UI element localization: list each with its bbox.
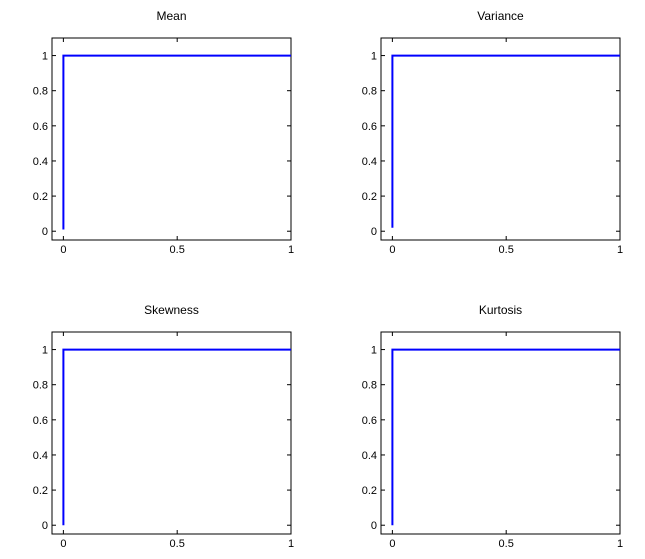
subplot-title: Variance (477, 9, 524, 23)
y-tick-label: 0.4 (362, 156, 377, 168)
x-tick-label: 0.5 (170, 244, 185, 256)
y-tick-label: 0.2 (362, 485, 377, 497)
subplot-2: Variance 0 0.5 1 0 0.2 0.4 0.6 0.8 1 (362, 9, 623, 256)
y-tick-label: 0 (371, 520, 377, 532)
x-tick-label: 0 (389, 538, 395, 550)
x-tick-label: 0.5 (499, 538, 514, 550)
axes-frame (380, 331, 621, 535)
y-tick-label: 0.8 (362, 86, 377, 98)
y-tick-label: 0.4 (33, 450, 48, 462)
axes-frame (51, 37, 292, 241)
y-tick-label: 0.6 (362, 415, 377, 427)
subplot-4: Kurtosis 0 0.5 1 0 0.2 0.4 0.6 0.8 1 (362, 303, 623, 550)
y-tick-label: 0 (371, 226, 377, 238)
y-tick-label: 0.6 (33, 415, 48, 427)
y-tick-label: 0.4 (33, 156, 48, 168)
series-line (62, 54, 291, 230)
y-tick-label: 0.2 (33, 191, 48, 203)
subplot-title: Skewness (144, 303, 199, 317)
y-tick-label: 0.2 (33, 485, 48, 497)
subplot-title: Mean (156, 9, 186, 23)
y-tick-label: 1 (42, 345, 48, 357)
y-tick-label: 0.8 (362, 380, 377, 392)
axes-frame (380, 37, 621, 241)
x-tick-label: 1 (617, 538, 623, 550)
x-tick-label: 0.5 (499, 244, 514, 256)
y-tick-label: 0 (42, 520, 48, 532)
x-tick-label: 0 (60, 244, 66, 256)
x-tick-label: 0 (389, 244, 395, 256)
y-tick-label: 0.2 (362, 191, 377, 203)
x-tick-label: 1 (617, 244, 623, 256)
y-tick-label: 0.6 (33, 121, 48, 133)
y-tick-label: 0.8 (33, 86, 48, 98)
y-tick-label: 0.8 (33, 380, 48, 392)
y-tick-label: 1 (42, 51, 48, 63)
x-tick-label: 1 (288, 538, 294, 550)
series-line (391, 348, 620, 526)
axes-frame (51, 331, 292, 535)
x-tick-label: 1 (288, 244, 294, 256)
y-tick-label: 1 (371, 345, 377, 357)
subplot-title: Kurtosis (479, 303, 522, 317)
x-tick-label: 0.5 (170, 538, 185, 550)
subplot-3: Skewness 0 0.5 1 0 0.2 0.4 0.6 0.8 1 (33, 303, 294, 550)
y-tick-label: 0.6 (362, 121, 377, 133)
y-tick-label: 0 (42, 226, 48, 238)
y-tick-label: 1 (371, 51, 377, 63)
x-tick-label: 0 (60, 538, 66, 550)
y-tick-label: 0.4 (362, 450, 377, 462)
subplot-1: Mean 0 0.5 1 0 0.2 0.4 0.6 0.8 1 (33, 9, 294, 256)
series-line (391, 54, 620, 228)
series-line (62, 348, 291, 526)
